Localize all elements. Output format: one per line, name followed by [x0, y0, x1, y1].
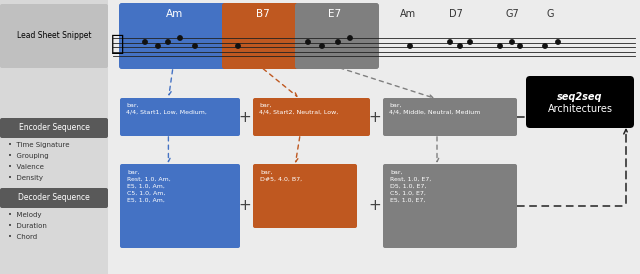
FancyBboxPatch shape	[253, 98, 370, 136]
Text: bar,
4/4, Start1, Low, Medium,: bar, 4/4, Start1, Low, Medium,	[126, 103, 207, 115]
FancyBboxPatch shape	[383, 164, 517, 248]
FancyBboxPatch shape	[119, 3, 228, 69]
Text: •  Chord: • Chord	[8, 234, 37, 240]
Circle shape	[468, 40, 472, 44]
Circle shape	[166, 40, 170, 44]
FancyBboxPatch shape	[526, 76, 634, 128]
Circle shape	[510, 40, 514, 44]
Text: G: G	[547, 9, 554, 19]
Text: B7: B7	[256, 9, 270, 19]
Circle shape	[236, 44, 240, 48]
Text: •  Grouping: • Grouping	[8, 153, 49, 159]
Circle shape	[178, 36, 182, 40]
Text: G7: G7	[505, 9, 519, 19]
FancyBboxPatch shape	[120, 164, 240, 248]
Text: +: +	[239, 110, 252, 124]
Text: •  Valence: • Valence	[8, 164, 44, 170]
FancyBboxPatch shape	[120, 98, 240, 136]
Text: +: +	[369, 110, 381, 124]
Circle shape	[348, 36, 352, 40]
FancyBboxPatch shape	[0, 118, 108, 138]
Text: •  Duration: • Duration	[8, 223, 47, 229]
Text: bar,
Rest, 1.0, Am,
E5, 1.0, Am,
C5, 1.0, Am,
E5, 1.0, Am,: bar, Rest, 1.0, Am, E5, 1.0, Am, C5, 1.0…	[127, 170, 171, 203]
Text: Am: Am	[166, 9, 184, 19]
FancyBboxPatch shape	[222, 3, 301, 69]
Circle shape	[448, 40, 452, 44]
Text: •  Density: • Density	[8, 175, 43, 181]
Text: •  Time Signature: • Time Signature	[8, 142, 70, 148]
Text: D7: D7	[449, 9, 463, 19]
Circle shape	[498, 44, 502, 48]
Circle shape	[320, 44, 324, 48]
Text: Am: Am	[400, 9, 416, 19]
FancyBboxPatch shape	[295, 3, 379, 69]
Circle shape	[458, 44, 462, 48]
Circle shape	[143, 40, 147, 44]
Circle shape	[543, 44, 547, 48]
Circle shape	[156, 44, 160, 48]
Text: E7: E7	[328, 9, 342, 19]
Text: bar,
4/4, Middle, Neutral, Medium: bar, 4/4, Middle, Neutral, Medium	[389, 103, 481, 115]
Circle shape	[193, 44, 197, 48]
Text: Lead Sheet Snippet: Lead Sheet Snippet	[17, 32, 92, 41]
Text: +: +	[369, 198, 381, 213]
Circle shape	[556, 40, 560, 44]
FancyBboxPatch shape	[383, 98, 517, 136]
Text: Decoder Sequence: Decoder Sequence	[18, 193, 90, 202]
Text: Encoder Sequence: Encoder Sequence	[19, 124, 90, 133]
FancyBboxPatch shape	[119, 3, 228, 69]
FancyBboxPatch shape	[0, 188, 108, 208]
FancyBboxPatch shape	[0, 4, 108, 68]
FancyBboxPatch shape	[253, 164, 357, 228]
Text: +: +	[239, 198, 252, 213]
Text: •  Melody: • Melody	[8, 212, 42, 218]
Circle shape	[408, 44, 412, 48]
Text: bar,
4/4, Start2, Neutral, Low,: bar, 4/4, Start2, Neutral, Low,	[259, 103, 339, 115]
FancyBboxPatch shape	[295, 3, 379, 69]
Text: Architectures: Architectures	[547, 104, 612, 114]
FancyBboxPatch shape	[222, 3, 301, 69]
Circle shape	[306, 40, 310, 44]
Text: bar,
D#5, 4.0, B7,: bar, D#5, 4.0, B7,	[260, 170, 302, 182]
Text: seq2seq: seq2seq	[557, 92, 603, 102]
Circle shape	[336, 40, 340, 44]
FancyBboxPatch shape	[0, 0, 108, 274]
Text: 𝄞: 𝄞	[111, 34, 124, 54]
Circle shape	[518, 44, 522, 48]
Text: bar,
Rest, 1.0, E7,
D5, 1.0, E7,
C5, 1.0, E7,
E5, 1.0, E7,: bar, Rest, 1.0, E7, D5, 1.0, E7, C5, 1.0…	[390, 170, 431, 203]
